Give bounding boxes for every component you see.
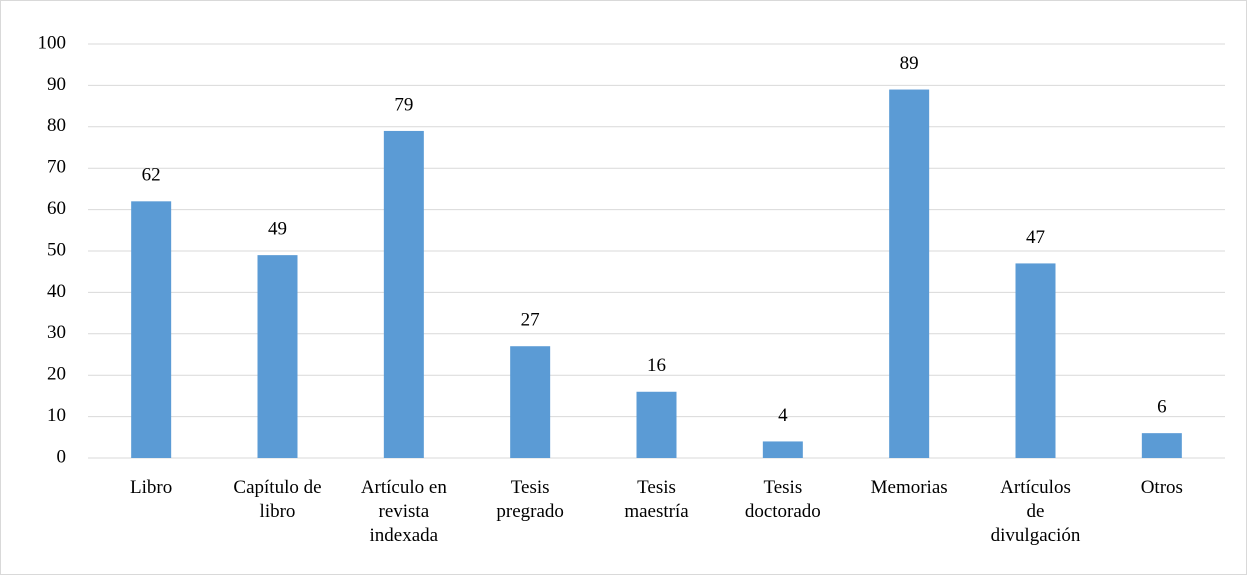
y-tick-label: 0	[57, 446, 67, 467]
data-label: 62	[142, 165, 161, 186]
data-label: 89	[900, 53, 919, 74]
x-tick-label: Tesis maestría	[624, 477, 689, 522]
y-tick-label: 40	[47, 281, 66, 302]
bar	[1141, 433, 1182, 458]
bar	[636, 391, 677, 458]
x-tick-label: Artículos de divulgación	[990, 477, 1081, 546]
bar	[383, 130, 424, 458]
bar	[510, 346, 551, 458]
y-tick-label: 80	[47, 115, 66, 136]
data-label: 49	[268, 218, 287, 239]
x-tick-label: Artículo en revista indexada	[360, 477, 447, 546]
x-tick-label: Capítulo de libro	[233, 477, 322, 522]
bar	[257, 255, 298, 458]
y-tick-label: 90	[47, 74, 66, 95]
x-tick-label: Otros	[1140, 477, 1183, 498]
y-tick-label: 50	[47, 239, 66, 260]
bar	[762, 441, 803, 458]
x-tick-label: Libro	[130, 477, 173, 498]
y-tick-label: 70	[47, 157, 66, 178]
data-label: 6	[1157, 397, 1167, 418]
y-tick-label: 10	[47, 405, 66, 426]
data-label: 16	[647, 355, 666, 376]
data-label: 27	[521, 310, 540, 331]
bar	[1015, 263, 1056, 458]
y-tick-label: 100	[38, 32, 67, 53]
data-label: 47	[1026, 227, 1045, 248]
bar	[131, 201, 172, 458]
y-tick-label: 60	[47, 198, 66, 219]
x-tick-label: Tesis doctorado	[744, 477, 821, 522]
x-tick-label: Memorias	[870, 477, 948, 498]
x-tick-label: Tesis pregrado	[496, 477, 564, 522]
y-tick-label: 20	[47, 364, 66, 385]
y-tick-label: 30	[47, 322, 66, 343]
data-label: 4	[778, 405, 788, 426]
bar	[889, 89, 930, 458]
data-label: 79	[394, 94, 413, 115]
